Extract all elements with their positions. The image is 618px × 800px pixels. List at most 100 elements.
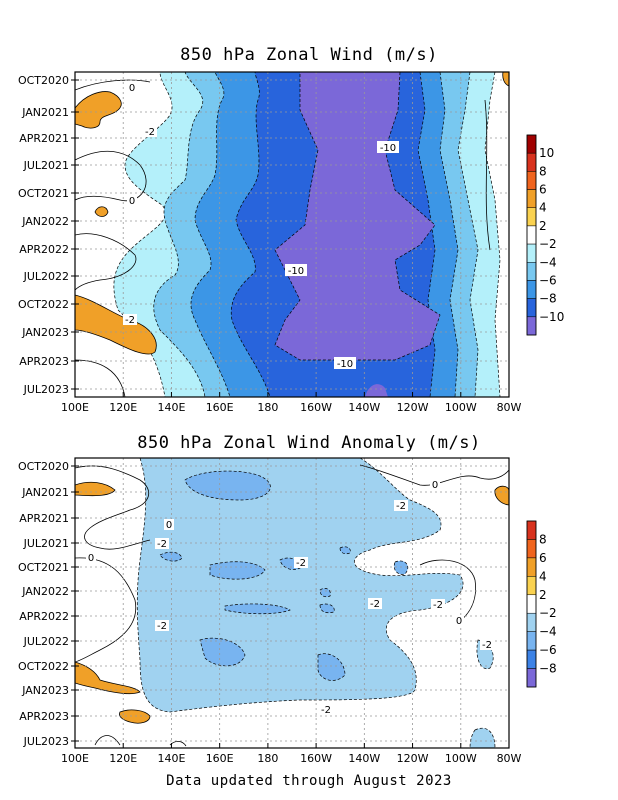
bottom-contour-label: -2 [157, 621, 167, 632]
bottom-contour-label: 0 [432, 480, 438, 491]
colorbar-label: −6 [539, 273, 557, 287]
x-tick-label: 140E [157, 752, 185, 765]
y-tick-label: OCT2021 [18, 187, 69, 200]
x-tick-label: 180 [257, 752, 278, 765]
colorbar-label: −6 [539, 643, 557, 657]
top-contour-label: 0 [129, 196, 135, 207]
colorbar-swatch [526, 594, 537, 614]
y-tick-label: JAN2023 [21, 326, 69, 339]
colorbar-label: 8 [539, 164, 547, 178]
y-tick-label: JAN2022 [21, 585, 69, 598]
colorbar-swatch [526, 668, 537, 688]
colorbar-swatch [526, 262, 537, 281]
colorbar-swatch [526, 280, 537, 299]
colorbar-swatch [526, 316, 537, 336]
colorbar-swatch [526, 520, 537, 540]
y-tick-label: APR2023 [19, 710, 69, 723]
colorbar-label: 10 [539, 146, 554, 160]
x-tick-label: 140E [157, 401, 185, 414]
colorbar-label: 4 [539, 201, 547, 215]
y-tick-label: JUL2023 [23, 383, 69, 396]
colorbar-swatch [526, 207, 537, 227]
colorbar-label: −2 [539, 606, 557, 620]
colorbar-swatch [526, 189, 537, 208]
bottom-contour-label: -2 [433, 600, 443, 611]
x-tick-label: 120E [109, 401, 137, 414]
x-tick-label: 120E [109, 752, 137, 765]
colorbar-label: −2 [539, 237, 557, 251]
y-tick-label: JUL2022 [23, 635, 69, 648]
axes-layer: 100E 120E 140E 160E 180 160W 140W 120W 100W 80W OC… [18, 74, 564, 765]
colorbar-swatch [526, 539, 537, 559]
x-tick-label: 100W [445, 401, 477, 414]
colorbar-label: 8 [539, 532, 547, 546]
bottom-chart-title: 850 hPa Zonal Wind Anomaly (m/s) [137, 433, 481, 453]
x-tick-label: 100E [61, 752, 89, 765]
x-tick-label: 160E [206, 752, 234, 765]
bottom-contour-label: -2 [157, 539, 167, 550]
bottom-plot-frame [74, 457, 510, 749]
top-chart-title: 850 hPa Zonal Wind (m/s) [180, 45, 438, 65]
top-contour-label: -2 [125, 315, 135, 326]
y-tick-label: OCT2020 [18, 74, 69, 87]
colorbar-label: −10 [539, 310, 564, 324]
colorbar-frame [526, 520, 537, 688]
y-tick-label: APR2021 [19, 132, 69, 145]
colorbar-swatch [526, 134, 537, 154]
y-tick-label: JAN2023 [21, 684, 69, 697]
colorbar-swatch [526, 152, 537, 172]
colorbar-swatch [526, 298, 537, 318]
x-tick-label: 160W [300, 401, 332, 414]
y-tick-label: OCT2022 [18, 660, 69, 673]
colorbar-swatch [526, 649, 537, 669]
top-contour-label: -10 [337, 359, 353, 370]
bottom-contour-label: 0 [456, 616, 462, 627]
colorbar-label: 2 [539, 588, 547, 602]
y-tick-label: JAN2021 [21, 106, 69, 119]
bottom-contour-labels: 0 -2 0 0 -2 -2 -2 -2 -2 0 -2 -2 [86, 479, 494, 716]
colorbar-label: 6 [539, 551, 547, 565]
colorbar-swatch [526, 576, 537, 596]
y-tick-label: APR2023 [19, 355, 69, 368]
top-contour-label: -2 [145, 127, 155, 138]
top-contour-label: -10 [380, 143, 396, 154]
bottom-contour-label: -2 [321, 705, 331, 716]
x-tick-label: 100W [445, 752, 477, 765]
y-tick-label: OCT2021 [18, 561, 69, 574]
bottom-contour-label: 0 [88, 553, 94, 564]
colorbar-label: 6 [539, 183, 547, 197]
colorbar-swatch [526, 612, 537, 632]
top-plot-frame [74, 71, 510, 398]
colorbar-swatch [526, 171, 537, 190]
x-tick-label: 80W [497, 401, 522, 414]
bottom-contour-label: -2 [296, 558, 306, 569]
y-tick-label: APR2022 [19, 610, 69, 623]
colorbar-label: −8 [539, 662, 557, 676]
colorbar-label: −4 [539, 625, 557, 639]
x-tick-label: 120W [397, 752, 429, 765]
bottom-contour-label: -2 [370, 599, 380, 610]
y-tick-label: APR2021 [19, 512, 69, 525]
top-contour-fill [75, 72, 509, 397]
bottom-contour-label: -2 [396, 501, 406, 512]
x-tick-label: 80W [497, 752, 522, 765]
x-tick-label: 140W [348, 752, 380, 765]
y-tick-label: JAN2021 [21, 486, 69, 499]
colorbar-swatch [526, 631, 537, 651]
y-tick-label: JUL2021 [23, 537, 69, 550]
top-contour-label: 0 [129, 83, 135, 94]
colorbar-swatch [526, 557, 537, 577]
x-tick-label: 160W [300, 752, 332, 765]
x-tick-label: 180 [257, 401, 278, 414]
y-tick-label: JUL2021 [23, 159, 69, 172]
x-tick-label: 100E [61, 401, 89, 414]
x-tick-label: 160E [206, 401, 234, 414]
colorbar-frame [526, 134, 537, 336]
y-tick-label: JUL2023 [23, 735, 69, 748]
colorbar-label: 4 [539, 569, 547, 583]
colorbar-swatch [526, 243, 537, 263]
bottom-grid [75, 458, 509, 748]
y-tick-label: APR2022 [19, 243, 69, 256]
data-updated-note: Data updated through August 2023 [166, 773, 452, 789]
